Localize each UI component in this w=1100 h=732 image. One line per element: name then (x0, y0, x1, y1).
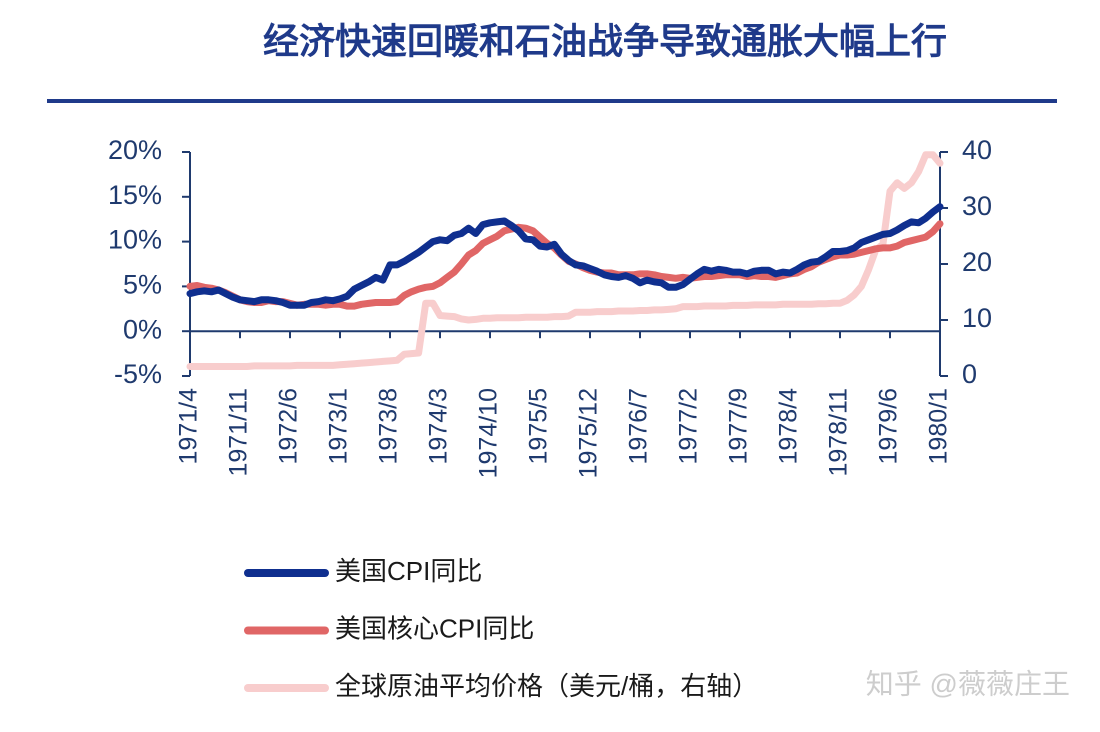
x-tick-label: 1976/7 (625, 388, 653, 464)
legend-label: 全球原油平均价格（美元/桶，右轴） (335, 671, 758, 701)
y-tick-label: 5% (123, 270, 162, 300)
series-line (186, 220, 944, 310)
y2-tick-label: 0 (962, 359, 977, 389)
legend-label: 美国核心CPI同比 (335, 613, 534, 643)
x-tick-label: 1978/4 (775, 388, 803, 465)
x-tick-label: 1973/8 (375, 388, 403, 464)
watermark: 知乎 @薇薇庄王 (866, 668, 1070, 699)
x-tick-label: 1980/1 (925, 388, 953, 464)
series-line (186, 151, 944, 370)
x-tick-label: 1977/2 (675, 388, 703, 464)
y2-tick-label: 40 (962, 135, 992, 165)
x-tick-label: 1971/4 (175, 388, 203, 465)
x-tick-label: 1972/6 (275, 388, 303, 464)
y2-tick-label: 10 (962, 303, 992, 333)
series-line (186, 203, 944, 309)
x-tick-label: 1971/11 (225, 388, 253, 477)
chart-title: 经济快速回暖和石油战争导致通胀大幅上行 (263, 21, 947, 62)
y-tick-label: 10% (108, 225, 162, 255)
x-tick-label: 1975/12 (575, 388, 603, 478)
y2-tick-label: 30 (962, 191, 992, 221)
x-tick-label: 1978/11 (825, 388, 853, 477)
x-tick-label: 1975/5 (525, 388, 553, 464)
x-tick-label: 1974/10 (475, 388, 503, 478)
x-tick-label: 1974/3 (425, 388, 453, 464)
x-tick-label: 1979/6 (875, 388, 903, 464)
x-tick-label: 1973/1 (325, 388, 353, 464)
x-tick-label: 1977/9 (725, 388, 753, 464)
legend-label: 美国CPI同比 (335, 556, 482, 586)
y-tick-label: -5% (114, 359, 162, 389)
y-tick-label: 0% (123, 314, 162, 344)
y-tick-label: 15% (108, 180, 162, 210)
y-tick-label: 20% (108, 135, 162, 165)
y2-tick-label: 20 (962, 247, 992, 277)
